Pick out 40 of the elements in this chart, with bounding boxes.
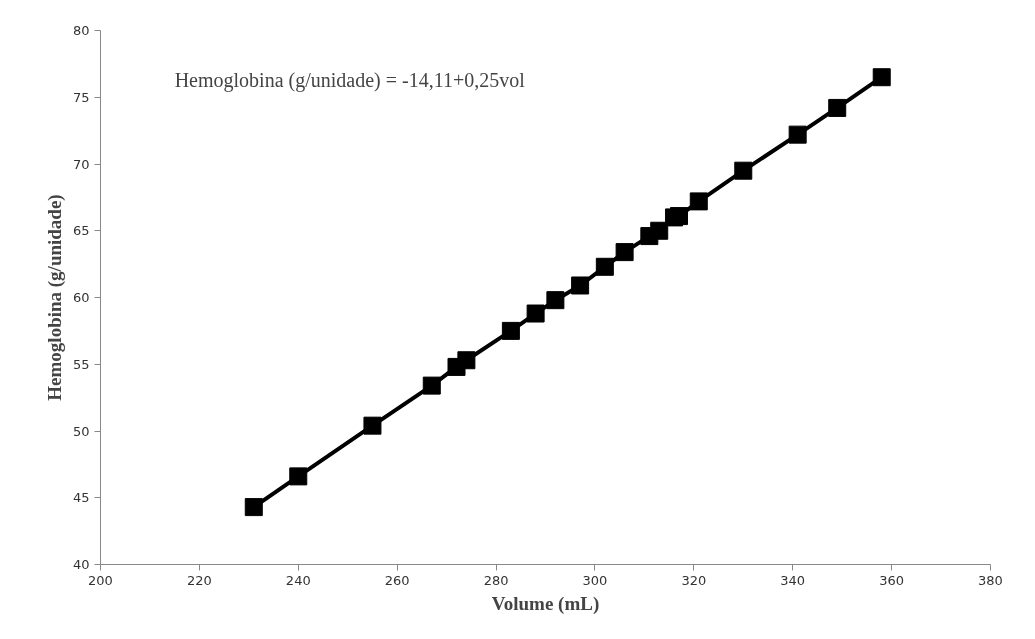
y-tick-label: 60	[72, 290, 90, 305]
x-axis-title: Volume (mL)	[491, 592, 600, 615]
point	[670, 207, 688, 226]
x-tick-label: 320	[681, 572, 707, 588]
point	[244, 498, 263, 517]
y-tick-label: 55	[72, 356, 90, 372]
y-tick-label: 40	[72, 557, 90, 572]
y-tick-label: 75	[72, 89, 90, 105]
point	[689, 192, 708, 211]
point	[615, 243, 634, 262]
y-tick-label: 70	[72, 156, 90, 172]
point	[571, 276, 590, 295]
y-axis-title: Hemoglobina (g/unidade)	[43, 194, 66, 401]
point	[363, 416, 382, 435]
point	[788, 125, 807, 144]
x-tick-label: 240	[285, 572, 311, 588]
y-tick-label: 65	[72, 223, 90, 239]
point	[289, 467, 308, 486]
x-tick-label: 360	[879, 572, 905, 588]
x-tick-label: 260	[384, 572, 410, 588]
point	[422, 376, 441, 395]
point	[546, 291, 565, 310]
x-tick-label: 340	[780, 572, 806, 588]
x-tick-label: 200	[88, 572, 113, 588]
point	[457, 351, 476, 370]
x-tick-label: 220	[186, 572, 212, 588]
point	[595, 257, 614, 276]
point	[501, 321, 520, 340]
y-tick-label: 50	[72, 423, 90, 439]
x-tick-label: 280	[483, 572, 509, 588]
annotation: Hemoglobina (g/unidade) = -14,11+0,25vol	[174, 68, 526, 92]
x-tick-label: 380	[978, 572, 1003, 588]
x-tick-label: 300	[582, 572, 608, 588]
y-tick-label: 45	[72, 490, 90, 506]
point	[872, 68, 891, 87]
point	[650, 221, 669, 240]
point	[734, 161, 753, 180]
point	[828, 98, 847, 117]
point	[526, 304, 545, 323]
y-tick-label: 80	[72, 23, 90, 38]
